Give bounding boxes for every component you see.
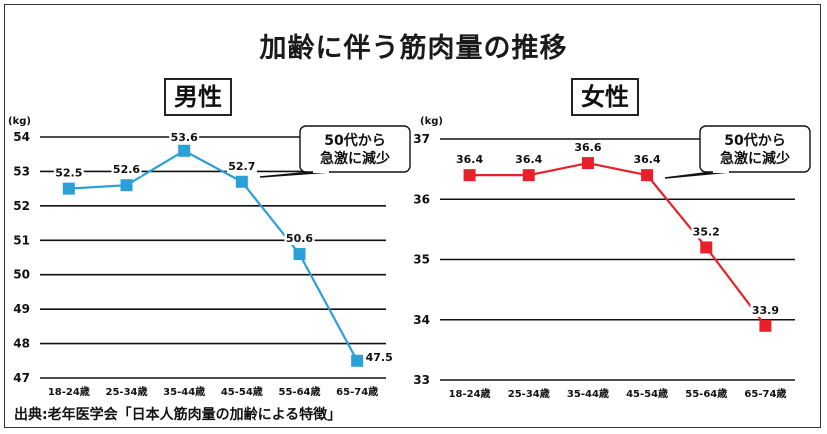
male-data-label-bg — [226, 159, 257, 173]
male-x-tick-label: 18-24歳 — [48, 385, 90, 398]
male-y-tick-label: 49 — [13, 302, 30, 316]
female-data-point — [641, 169, 654, 182]
male-callout-line2: 急激に減少 — [320, 150, 390, 167]
female-data-label: 36.4 — [515, 153, 542, 166]
male-data-label-bg — [169, 130, 200, 144]
female-series-line — [469, 161, 767, 327]
male-x-tick-label: 35-44歳 — [163, 385, 205, 398]
female-x-tick-label: 45-54歳 — [626, 387, 668, 400]
female-data-label: 33.9 — [752, 304, 779, 317]
female-data-label-bg — [572, 141, 603, 155]
female-x-tick-label: 18-24歳 — [449, 387, 491, 400]
male-y-tick-label: 54 — [13, 130, 30, 144]
female-data-point — [700, 241, 713, 254]
female-data-label-bg — [750, 303, 781, 317]
male-data-label: 50.6 — [286, 232, 313, 245]
male-data-label: 52.7 — [228, 160, 255, 173]
male-data-point — [120, 179, 133, 192]
male-data-label: 47.5 — [366, 351, 393, 364]
female-data-label-bg — [513, 153, 544, 167]
male-unit-label: (kg) — [8, 116, 31, 127]
female-data-label-bg — [632, 153, 663, 167]
male-data-label-bg — [53, 166, 84, 180]
male-data-point — [235, 175, 248, 188]
female-x-tick-label: 55-64歳 — [685, 387, 727, 400]
female-unit-label: (kg) — [420, 116, 443, 127]
female-chart-title: 女性 — [571, 78, 639, 116]
female-y-tick-label: 37 — [413, 132, 430, 146]
male-data-label: 52.5 — [55, 167, 82, 180]
female-data-point — [463, 169, 476, 182]
main-title: 加齢に伴う筋肉量の推移 — [259, 33, 568, 64]
female-y-tick-label: 34 — [413, 313, 430, 327]
female-data-point — [581, 157, 594, 170]
source-note: 出典:老年医学会「日本人筋肉量の加齢による特徴」 — [14, 407, 342, 423]
male-series-line — [68, 149, 359, 362]
female-x-tick-label: 25-34歳 — [508, 387, 550, 400]
female-data-label-bg — [454, 153, 485, 167]
male-chart-title: 男性 — [164, 78, 232, 116]
female-data-label: 35.2 — [693, 225, 720, 238]
female-callout-line1: 50代から — [724, 132, 785, 149]
male-data-point — [62, 182, 75, 195]
male-y-tick-label: 52 — [13, 199, 30, 213]
female-data-label-bg — [691, 225, 722, 239]
female-data-label: 36.4 — [634, 153, 661, 166]
male-data-point — [351, 354, 364, 367]
male-callout-line1: 50代から — [324, 132, 385, 149]
male-data-label: 53.6 — [171, 131, 198, 144]
female-y-tick-label: 35 — [413, 253, 430, 267]
female-x-tick-label: 35-44歳 — [567, 387, 609, 400]
male-data-label-bg — [284, 232, 315, 246]
female-data-label: 36.6 — [574, 141, 601, 154]
male-data-label-bg — [111, 163, 142, 177]
female-y-tick-label: 33 — [413, 373, 430, 387]
chart-frame — [4, 4, 821, 428]
male-y-tick-label: 50 — [13, 268, 30, 282]
male-y-tick-label: 48 — [13, 337, 30, 351]
female-data-point — [522, 169, 535, 182]
male-y-tick-label: 51 — [13, 233, 30, 247]
male-callout-pointer — [259, 171, 331, 178]
male-data-point — [178, 144, 191, 157]
male-x-tick-label: 45-54歳 — [221, 385, 263, 398]
female-callout-box — [699, 125, 811, 173]
female-y-tick-label: 36 — [413, 192, 430, 206]
male-x-tick-label: 55-64歳 — [279, 385, 321, 398]
male-y-tick-label: 53 — [13, 164, 30, 178]
male-callout-box — [299, 125, 411, 173]
female-x-tick-label: 65-74歳 — [744, 387, 786, 400]
male-x-tick-label: 25-34歳 — [106, 385, 148, 398]
female-data-label: 36.4 — [456, 153, 483, 166]
male-data-label-bg — [364, 350, 395, 364]
male-data-label: 52.6 — [113, 163, 140, 176]
male-data-point — [293, 248, 306, 261]
female-data-point — [759, 319, 772, 332]
female-callout-pointer — [664, 171, 731, 179]
male-y-tick-label: 47 — [13, 371, 30, 385]
male-x-tick-label: 65-74歳 — [336, 385, 378, 398]
female-callout-line2: 急激に減少 — [720, 150, 790, 167]
